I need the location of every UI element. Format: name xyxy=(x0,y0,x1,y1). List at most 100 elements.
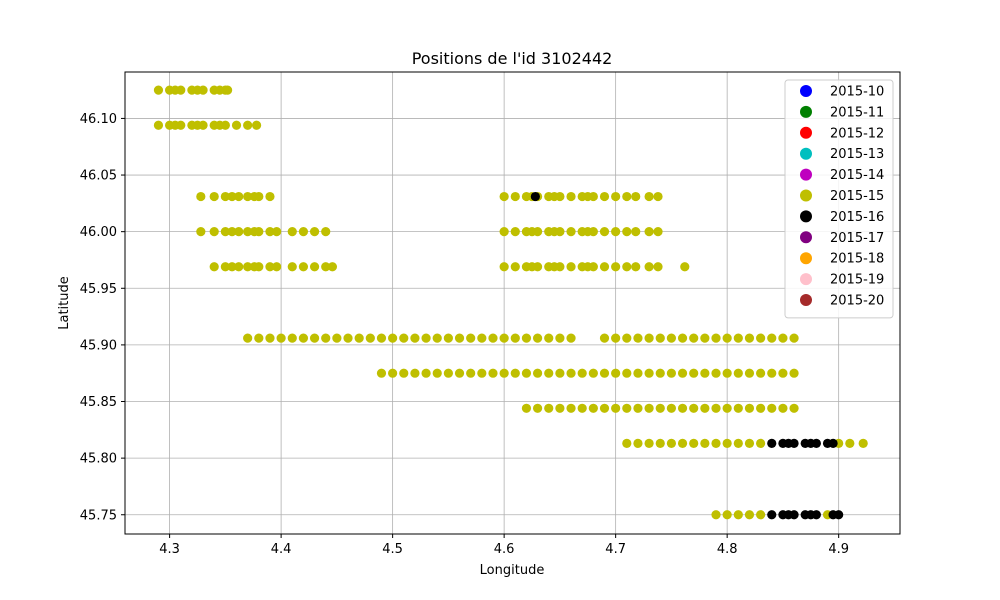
x-axis-label: Longitude xyxy=(480,563,545,578)
data-point xyxy=(622,262,632,272)
data-point xyxy=(254,333,264,343)
data-point xyxy=(234,262,244,272)
data-point xyxy=(733,368,743,378)
data-point xyxy=(365,333,375,343)
data-point xyxy=(243,191,253,202)
series-2015-15 xyxy=(153,85,868,520)
data-point xyxy=(677,333,688,343)
data-point xyxy=(196,191,206,202)
data-point xyxy=(631,227,641,237)
data-point xyxy=(499,333,509,343)
data-point xyxy=(566,191,576,202)
data-point xyxy=(611,227,621,237)
legend-label: 2015-11 xyxy=(830,105,884,120)
y-tick-label: 45.85 xyxy=(80,395,117,410)
data-point xyxy=(209,262,219,272)
data-point xyxy=(272,262,282,272)
data-point xyxy=(153,120,164,130)
x-tick-label: 4.6 xyxy=(494,542,515,557)
data-point xyxy=(254,191,264,202)
data-point xyxy=(227,262,237,272)
data-point xyxy=(321,262,331,272)
data-point xyxy=(722,333,732,343)
y-axis-label: Latitude xyxy=(57,276,72,330)
data-point xyxy=(421,333,431,343)
data-point xyxy=(655,333,665,343)
y-tick-label: 46.05 xyxy=(80,169,117,184)
data-point xyxy=(521,333,532,343)
data-point xyxy=(834,510,844,520)
data-point xyxy=(789,438,799,449)
data-point xyxy=(443,368,453,378)
data-point xyxy=(544,403,554,413)
data-point xyxy=(532,227,543,237)
data-point xyxy=(153,85,164,95)
data-point xyxy=(599,191,610,202)
data-point xyxy=(243,262,253,272)
y-tick-label: 45.80 xyxy=(80,452,117,467)
y-tick-label: 45.90 xyxy=(80,338,117,353)
data-point xyxy=(644,333,654,343)
legend-marker xyxy=(800,273,812,286)
data-point xyxy=(677,438,688,449)
legend-label: 2015-16 xyxy=(830,210,884,225)
data-point xyxy=(287,227,297,237)
data-point xyxy=(611,191,621,202)
data-point xyxy=(243,333,253,343)
data-point xyxy=(309,227,320,237)
data-point xyxy=(332,333,342,343)
y-tick-label: 45.75 xyxy=(80,508,117,523)
data-point xyxy=(588,403,598,413)
data-point xyxy=(555,191,565,202)
legend-marker xyxy=(800,105,812,118)
legend-label: 2015-13 xyxy=(830,147,884,162)
data-point xyxy=(666,333,677,343)
legend-label: 2015-15 xyxy=(830,189,884,204)
data-point xyxy=(443,333,453,343)
data-point xyxy=(733,403,743,413)
legend-marker xyxy=(800,126,812,139)
data-point xyxy=(631,191,641,202)
data-point xyxy=(432,333,442,343)
data-point xyxy=(622,368,632,378)
data-point xyxy=(399,368,409,378)
data-point xyxy=(432,368,442,378)
y-tick-label: 46.00 xyxy=(80,225,117,240)
data-point xyxy=(272,227,282,237)
data-point xyxy=(611,262,621,272)
legend-label: 2015-19 xyxy=(830,273,884,288)
data-point xyxy=(722,510,732,520)
data-point xyxy=(599,403,610,413)
data-point xyxy=(588,368,598,378)
data-point xyxy=(499,227,509,237)
data-point xyxy=(845,438,855,449)
data-point xyxy=(521,403,532,413)
data-point xyxy=(633,403,643,413)
data-point xyxy=(488,333,498,343)
data-point xyxy=(309,333,320,343)
data-point xyxy=(466,333,476,343)
data-point xyxy=(631,262,641,272)
data-point xyxy=(198,85,208,95)
data-point xyxy=(410,368,420,378)
data-point xyxy=(566,262,576,272)
x-tick-label: 4.8 xyxy=(717,542,738,557)
data-point xyxy=(532,262,543,272)
data-point xyxy=(234,227,244,237)
data-point xyxy=(811,510,821,520)
data-point xyxy=(622,227,632,237)
data-point xyxy=(298,333,309,343)
data-point xyxy=(700,333,710,343)
data-point xyxy=(566,403,576,413)
data-point xyxy=(756,368,766,378)
data-point xyxy=(287,333,297,343)
data-point xyxy=(756,510,766,520)
data-point xyxy=(532,403,543,413)
data-point xyxy=(354,333,364,343)
data-point xyxy=(544,333,554,343)
data-point xyxy=(399,333,409,343)
data-point xyxy=(376,333,387,343)
data-point xyxy=(756,333,766,343)
legend-marker xyxy=(800,210,812,223)
data-point xyxy=(722,403,732,413)
